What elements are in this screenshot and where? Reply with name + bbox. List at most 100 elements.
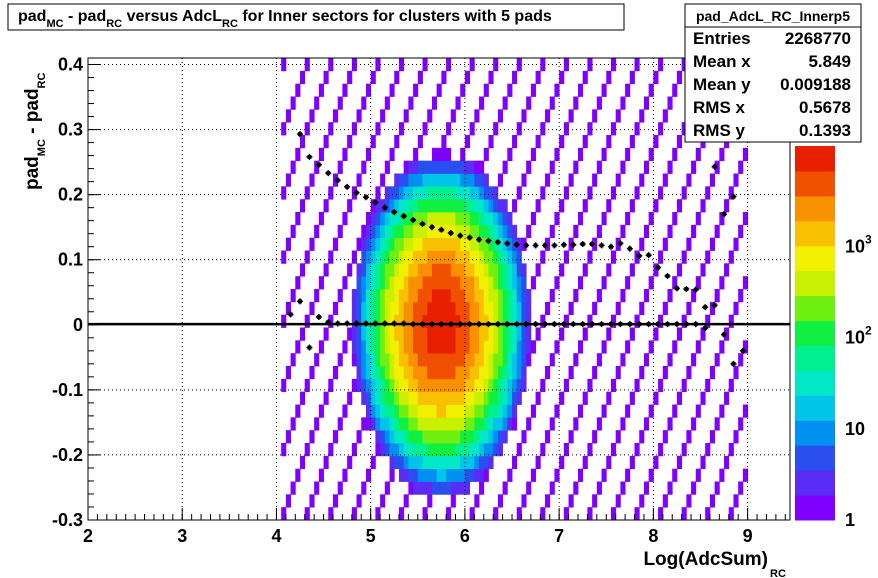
heatmap-cell bbox=[512, 263, 518, 277]
heatmap-cell bbox=[431, 199, 438, 213]
heatmap-cell bbox=[384, 224, 390, 239]
heatmap-cell bbox=[436, 314, 442, 328]
heatmap-cell bbox=[365, 391, 372, 405]
stats-value-mean-x: 5.849 bbox=[808, 52, 851, 71]
heatmap-cell bbox=[365, 237, 372, 251]
heatmap-cell bbox=[479, 404, 485, 418]
x-axis-label: Log(AdcSum) bbox=[643, 549, 768, 570]
colorbar-segment bbox=[795, 420, 835, 446]
heatmap-cell bbox=[318, 404, 324, 418]
heatmap-cell bbox=[568, 366, 574, 380]
heatmap-cell bbox=[450, 212, 456, 226]
heatmap-cell bbox=[436, 212, 442, 226]
y-tick-label: -0.2 bbox=[52, 445, 83, 465]
heatmap-cell bbox=[469, 186, 475, 200]
heatmap-cell bbox=[375, 186, 381, 200]
heatmap-cell bbox=[705, 314, 711, 328]
heatmap-cell bbox=[394, 135, 400, 149]
heatmap-cell bbox=[436, 160, 442, 174]
heatmap-cell bbox=[483, 186, 489, 200]
heatmap-cell bbox=[394, 199, 400, 213]
heatmap-cell bbox=[488, 340, 494, 354]
heatmap-cell bbox=[714, 224, 720, 239]
heatmap-cell bbox=[573, 96, 579, 110]
heatmap-cell bbox=[488, 135, 494, 149]
heatmap-cell bbox=[408, 391, 414, 405]
heatmap-cell bbox=[413, 276, 419, 290]
heatmap-cell bbox=[314, 160, 320, 174]
heatmap-cell bbox=[300, 135, 306, 149]
heatmap-cell bbox=[347, 135, 353, 149]
heatmap-cell bbox=[446, 186, 452, 200]
heatmap-cell bbox=[549, 289, 555, 303]
heatmap-cell bbox=[648, 404, 654, 418]
heatmap-cell bbox=[474, 276, 480, 290]
heatmap-cell bbox=[643, 481, 650, 495]
heatmap-cell bbox=[361, 160, 367, 174]
heatmap-cell bbox=[493, 353, 499, 367]
heatmap-cell bbox=[709, 237, 716, 251]
heatmap-cell bbox=[568, 301, 574, 316]
heatmap-cell bbox=[643, 160, 650, 174]
heatmap-cell bbox=[686, 430, 692, 444]
heatmap-cell bbox=[356, 276, 362, 290]
rms-profile-point bbox=[542, 242, 549, 249]
heatmap-cell bbox=[516, 301, 522, 316]
heatmap-cell bbox=[446, 443, 452, 457]
heatmap-cell bbox=[681, 443, 687, 457]
heatmap-cell bbox=[281, 378, 287, 393]
heatmap-cell bbox=[596, 417, 602, 431]
heatmap-cell bbox=[408, 314, 414, 328]
heatmap-cell bbox=[323, 455, 329, 470]
heatmap-cell bbox=[398, 391, 405, 405]
heatmap-cell bbox=[422, 353, 428, 367]
heatmap-cell bbox=[347, 263, 353, 277]
heatmap-cell bbox=[502, 212, 508, 226]
heatmap-cell bbox=[422, 301, 428, 316]
heatmap-cell bbox=[497, 340, 503, 354]
heatmap-cell bbox=[323, 391, 329, 405]
heatmap-cell bbox=[450, 109, 456, 123]
heatmap-cell bbox=[370, 212, 376, 226]
heatmap-cell bbox=[512, 289, 518, 303]
heatmap-cell bbox=[403, 289, 409, 303]
heatmap-cell bbox=[422, 289, 428, 303]
y-tick-label: 0.1 bbox=[58, 250, 83, 270]
heatmap-cell bbox=[403, 417, 409, 431]
heatmap-cell bbox=[483, 83, 489, 97]
heatmap-cell bbox=[676, 327, 683, 341]
heatmap-cell bbox=[403, 404, 409, 418]
heatmap-cell bbox=[380, 494, 386, 508]
heatmap-cell bbox=[469, 366, 475, 380]
heatmap-cell bbox=[436, 378, 442, 393]
heatmap-cell bbox=[422, 263, 428, 277]
heatmap-cell bbox=[417, 212, 423, 226]
heatmap-cell bbox=[304, 250, 310, 264]
heatmap-cell bbox=[300, 70, 306, 85]
rms-profile-point bbox=[400, 213, 407, 220]
heatmap-cell bbox=[417, 135, 423, 149]
heatmap-cell bbox=[408, 212, 414, 226]
heatmap-cell bbox=[521, 276, 527, 290]
colorbar-segment bbox=[795, 495, 835, 521]
heatmap-cell bbox=[497, 289, 503, 303]
heatmap-cell bbox=[601, 404, 607, 418]
heatmap-cell bbox=[394, 212, 400, 226]
heatmap-cell bbox=[436, 199, 442, 213]
heatmap-cell bbox=[413, 340, 419, 354]
heatmap-cell bbox=[733, 301, 739, 316]
heatmap-cell bbox=[436, 417, 442, 431]
heatmap-cell bbox=[403, 186, 409, 200]
heatmap-cell bbox=[446, 212, 452, 226]
heatmap-cell bbox=[483, 212, 489, 226]
heatmap-cell bbox=[643, 224, 650, 239]
heatmap-cell bbox=[639, 173, 645, 187]
heatmap-cell bbox=[502, 378, 508, 393]
heatmap-cell bbox=[497, 276, 503, 290]
colorbar-segment bbox=[795, 345, 835, 371]
heatmap-cell bbox=[356, 494, 362, 508]
heatmap-cell bbox=[554, 276, 560, 290]
heatmap-cell bbox=[460, 314, 466, 328]
stats-value-entries: 2268770 bbox=[785, 29, 851, 48]
heatmap-cell bbox=[380, 391, 386, 405]
